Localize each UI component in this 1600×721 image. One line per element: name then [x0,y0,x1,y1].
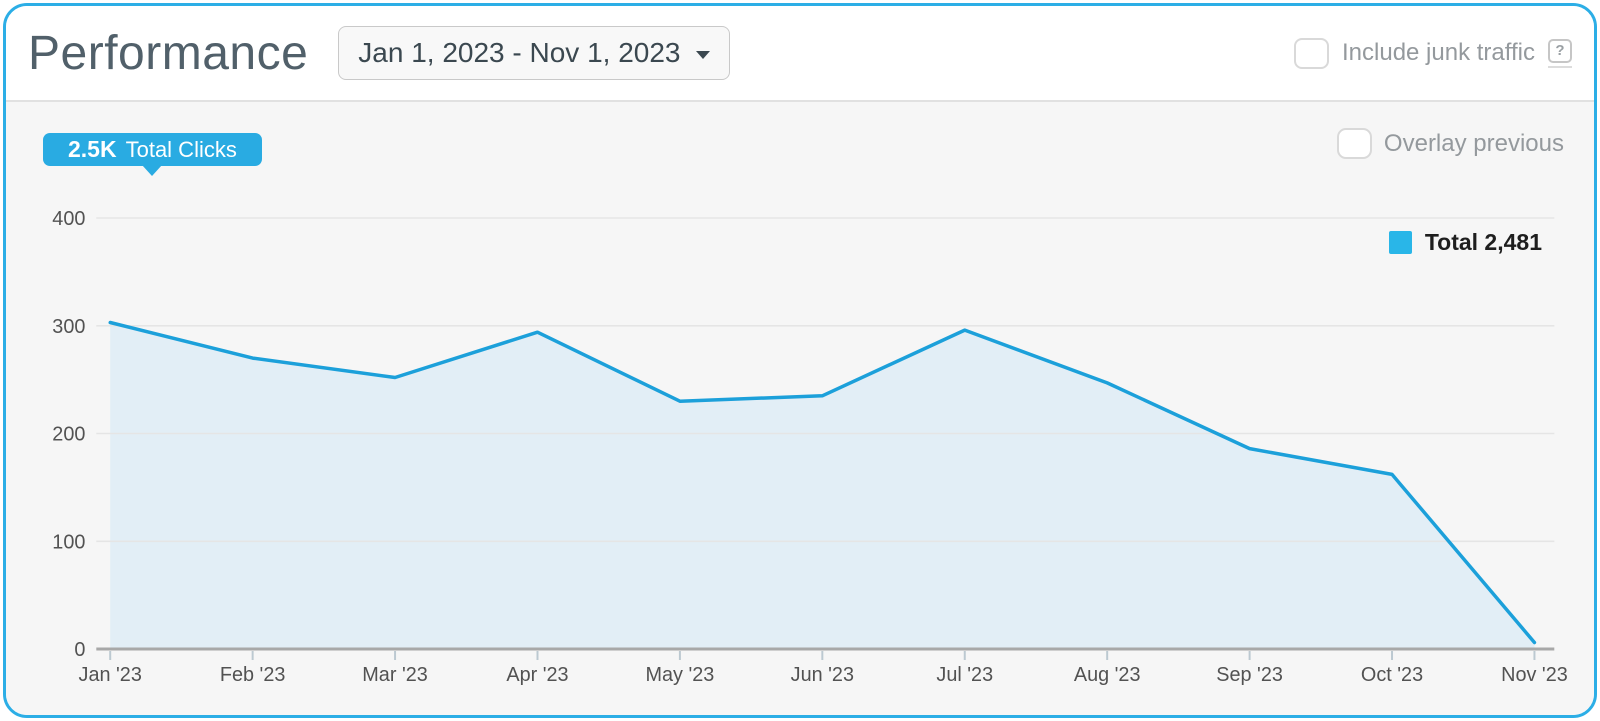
overlay-previous-label: Overlay previous [1383,129,1564,157]
date-range-selector[interactable]: Jan 1, 2023 - Nov 1, 2023 [338,26,730,80]
x-axis-label: Jul '23 [936,664,993,686]
total-clicks-badge[interactable]: 2.5K Total Clicks [43,133,262,166]
help-tooltip-trigger[interactable]: ? [1548,38,1572,68]
y-axis-label: 200 [52,423,85,445]
performance-chart: 0 100 200 300 400 Jan '23 Feb '23 Mar '23 Apr '2… [52,208,1568,686]
performance-card: Performance Jan 1, 2023 - Nov 1, 2023 In… [3,3,1597,718]
include-junk-traffic-group: Include junk traffic ? [1294,37,1572,69]
x-axis-label: Jun '23 [791,664,854,686]
legend-item-total[interactable]: Total 2,481 [1388,229,1542,256]
date-range-label: Jan 1, 2023 - Nov 1, 2023 [358,37,681,68]
caret-down-icon [695,51,710,59]
x-axis-label: Oct '23 [1361,664,1423,686]
y-axis-label: 100 [52,531,85,553]
x-axis-label: Apr '23 [506,664,568,686]
overlay-previous-group: Overlay previous [1336,128,1564,159]
include-junk-traffic-checkbox[interactable] [1294,37,1329,69]
chart-line [108,320,1537,645]
total-clicks-value: 2.5K [68,136,117,162]
chart-area [110,322,1535,649]
x-axis-label: May '23 [645,664,714,686]
help-icon: ? [1548,38,1572,63]
legend-swatch-icon [1388,231,1412,254]
y-axis-label: 300 [52,316,85,338]
x-axis-label: Nov '23 [1501,664,1568,686]
overlay-previous-checkbox[interactable] [1336,128,1372,159]
x-axis-label: Mar '23 [362,664,428,686]
x-axis-label: Jan '23 [79,664,142,686]
page-title: Performance [28,26,309,80]
header: Performance Jan 1, 2023 - Nov 1, 2023 In… [6,6,1594,100]
x-axis-label: Sep '23 [1216,664,1283,686]
x-axis-label: Feb '23 [220,664,286,686]
y-axis-label: 400 [52,208,85,230]
legend-label: Total 2,481 [1424,229,1542,255]
chart-region: 0 100 200 300 400 Jan '23 Feb '23 Mar '23 Apr '2… [6,100,1594,715]
y-axis-label: 0 [74,639,85,661]
total-clicks-label: Total Clicks [125,136,237,162]
x-axis-label: Aug '23 [1074,664,1141,686]
include-junk-traffic-label: Include junk traffic [1342,39,1535,66]
